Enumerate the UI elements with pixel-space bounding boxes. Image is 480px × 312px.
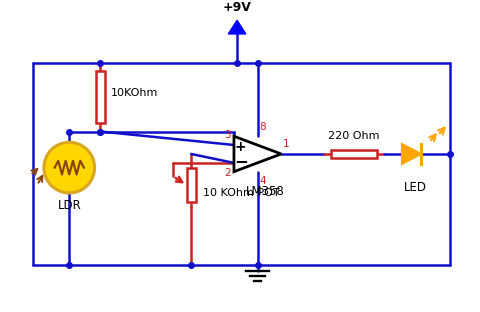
Bar: [96, 71, 105, 123]
Text: +9V: +9V: [223, 2, 252, 14]
Polygon shape: [402, 144, 421, 164]
Text: LM358: LM358: [246, 185, 285, 198]
Circle shape: [44, 142, 95, 193]
Text: 3: 3: [224, 130, 231, 140]
Bar: [331, 149, 377, 158]
Text: +: +: [235, 140, 247, 154]
Text: 220 Ohm: 220 Ohm: [328, 131, 380, 141]
Text: 8: 8: [260, 122, 266, 132]
Polygon shape: [228, 20, 246, 34]
Polygon shape: [234, 136, 281, 172]
Text: LED: LED: [404, 181, 427, 194]
Text: −: −: [234, 152, 248, 170]
Text: 1: 1: [283, 139, 290, 149]
Text: 2: 2: [224, 168, 231, 178]
Text: 4: 4: [260, 176, 266, 186]
Text: LDR: LDR: [58, 199, 81, 212]
Text: 10KOhm: 10KOhm: [111, 89, 158, 99]
Bar: [187, 168, 196, 202]
Text: 10 KOhm POT: 10 KOhm POT: [203, 188, 279, 198]
